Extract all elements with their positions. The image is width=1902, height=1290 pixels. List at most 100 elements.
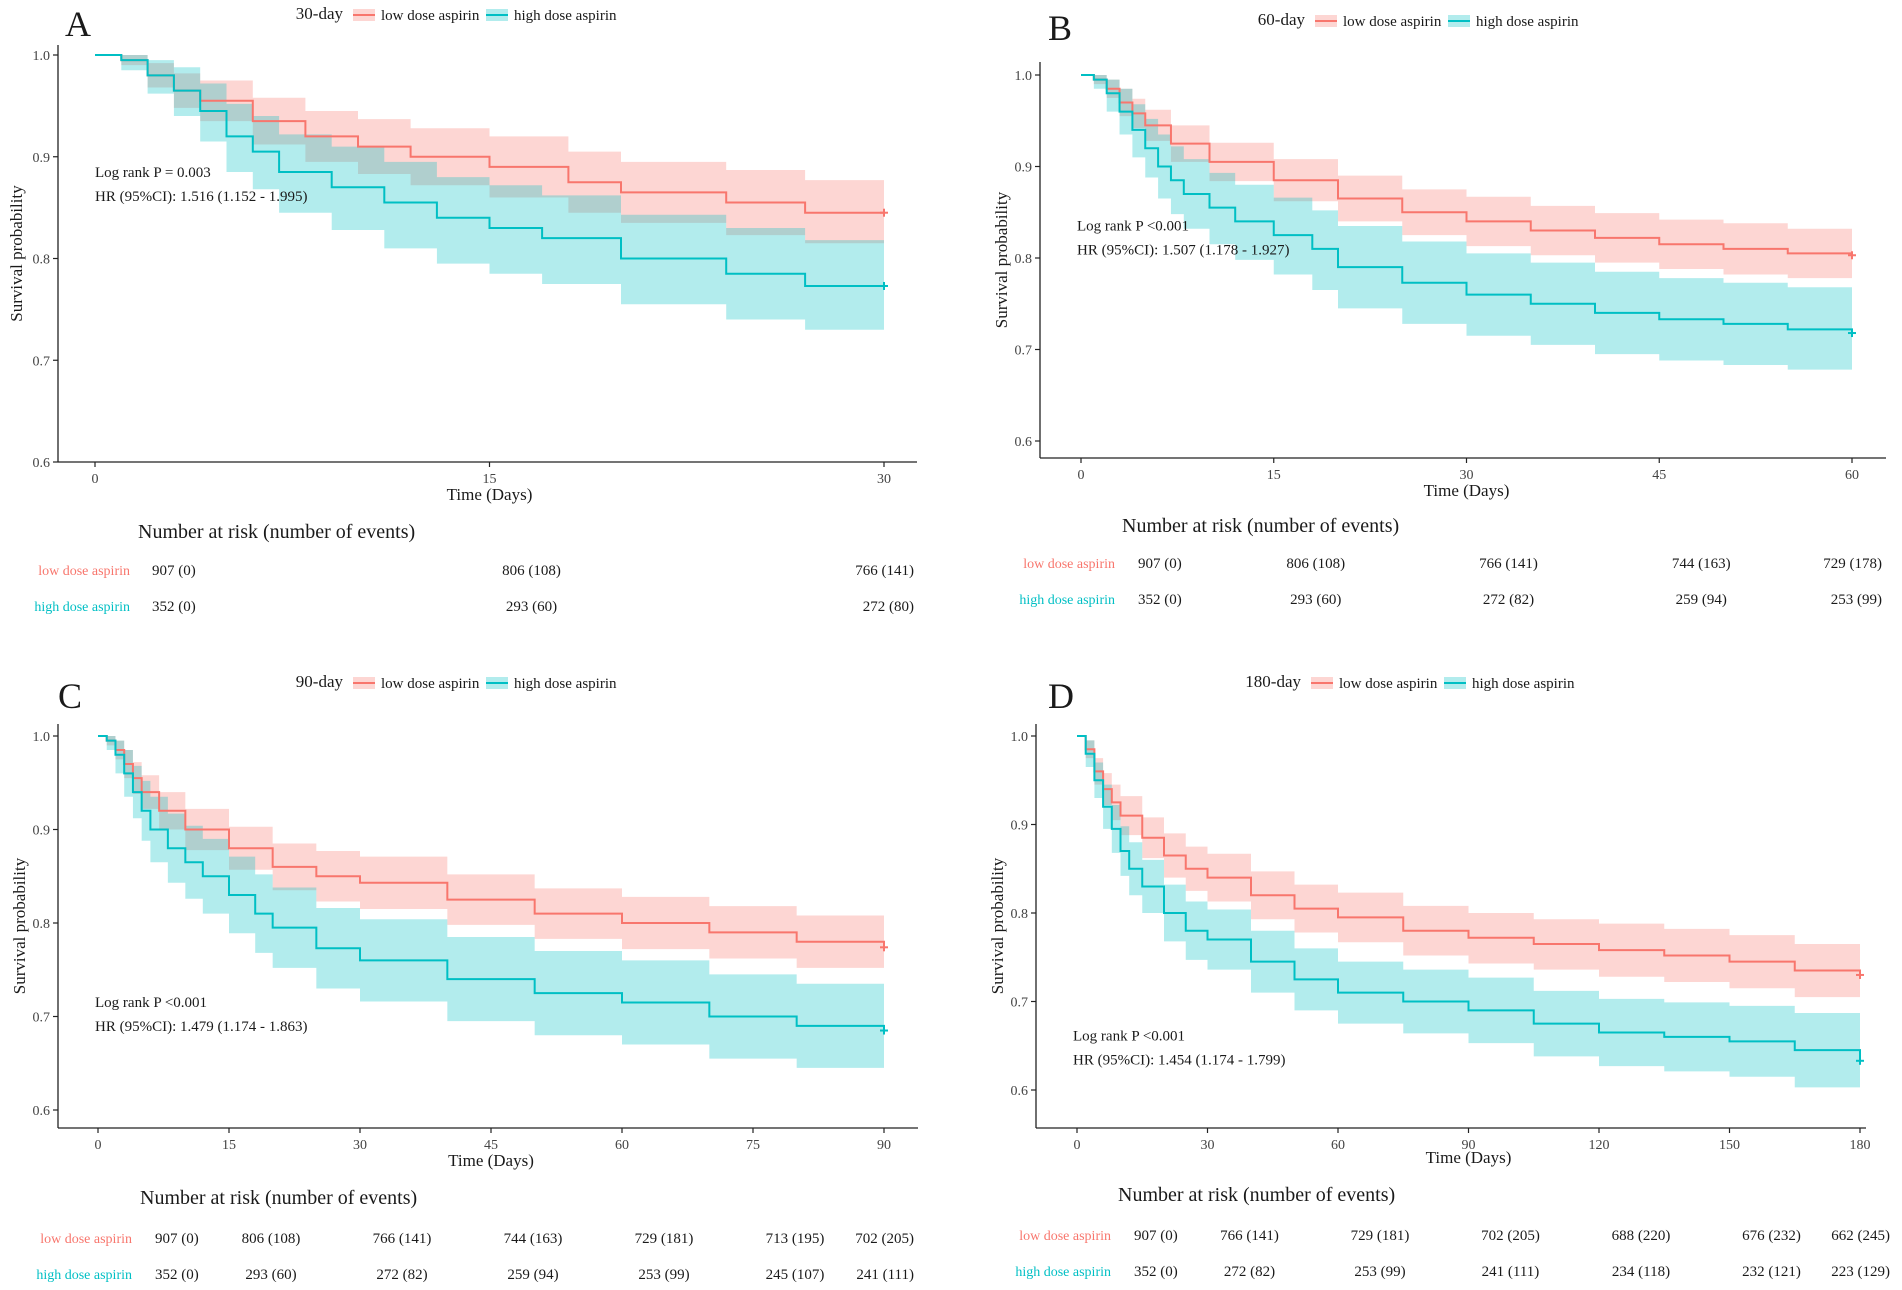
y-tick-label: 0.6	[1011, 1084, 1029, 1099]
risk-cell-high: 259 (94)	[1676, 592, 1727, 608]
hazard-ratio: HR (95%CI): 1.507 (1.178 - 1.927)	[1077, 243, 1289, 259]
risk-row-label-low: low dose aspirin	[38, 564, 130, 579]
low-dose-ci-band	[98, 736, 884, 975]
x-tick-label: 30	[877, 472, 891, 487]
risk-cell-low: 729 (178)	[1823, 556, 1882, 572]
log-rank-p: Log rank P <0.001	[95, 995, 207, 1011]
risk-table-title: Number at risk (number of events)	[138, 521, 415, 543]
y-tick-label: 0.7	[1011, 996, 1029, 1011]
y-axis-label: Survival probability	[10, 857, 29, 994]
risk-row-label-high: high dose aspirin	[1019, 593, 1115, 608]
y-tick-label: 0.9	[1015, 161, 1033, 176]
risk-cell-high: 234 (118)	[1612, 1264, 1670, 1280]
x-tick-label: 120	[1589, 1138, 1610, 1153]
y-tick-label: 0.9	[33, 824, 51, 839]
panel-d: D 180-day low dose aspirin high dose aspiri…	[988, 672, 1890, 1280]
risk-cell-low: 766 (141)	[373, 1231, 432, 1247]
risk-cell-low: 766 (141)	[855, 563, 914, 579]
y-tick-label: 0.9	[33, 151, 51, 166]
risk-row-label-high: high dose aspirin	[1015, 1265, 1111, 1280]
legend-title: 30-day	[296, 4, 344, 23]
hazard-ratio: HR (95%CI): 1.516 (1.152 - 1.995)	[95, 189, 307, 205]
y-tick-label: 0.6	[33, 1104, 51, 1119]
high-dose-survival-curve	[1077, 735, 1861, 1061]
risk-cell-low: 744 (163)	[1672, 556, 1731, 572]
risk-cell-high: 352 (0)	[152, 599, 196, 615]
x-tick-label: 30	[1460, 468, 1474, 483]
legend-high-dose-label: high dose aspirin	[1472, 676, 1575, 692]
risk-cell-high: 352 (0)	[1138, 592, 1182, 608]
x-axis-label: Time (Days)	[1426, 1148, 1512, 1167]
risk-cell-high: 293 (60)	[1290, 592, 1341, 608]
risk-cell-high: 253 (99)	[638, 1267, 689, 1283]
x-tick-label: 15	[222, 1138, 236, 1153]
risk-cell-high: 293 (60)	[506, 599, 557, 615]
risk-cell-low: 766 (141)	[1220, 1228, 1279, 1244]
x-axis-label: Time (Days)	[1424, 481, 1510, 500]
legend-low-dose-label: low dose aspirin	[1339, 676, 1438, 692]
risk-cell-low: 806 (108)	[1286, 556, 1345, 572]
risk-table-title: Number at risk (number of events)	[1118, 1184, 1395, 1206]
risk-cell-low: 907 (0)	[1138, 556, 1182, 572]
log-rank-p: Log rank P = 0.003	[95, 165, 211, 181]
x-tick-label: 75	[746, 1138, 760, 1153]
x-tick-label: 60	[1331, 1138, 1345, 1153]
legend-high-dose-label: high dose aspirin	[514, 8, 617, 24]
y-tick-label: 0.6	[1015, 435, 1033, 450]
risk-cell-high: 253 (99)	[1354, 1264, 1405, 1280]
high-dose-ci-band	[95, 55, 884, 330]
high-dose-ci-band	[1081, 75, 1852, 376]
risk-cell-low: 806 (108)	[502, 563, 561, 579]
hazard-ratio: HR (95%CI): 1.479 (1.174 - 1.863)	[95, 1019, 307, 1035]
y-tick-label: 0.7	[1015, 344, 1033, 359]
risk-row-label-low: low dose aspirin	[40, 1232, 132, 1247]
x-tick-label: 15	[483, 472, 497, 487]
x-tick-label: 0	[95, 1138, 102, 1153]
panel-letter: D	[1048, 676, 1074, 716]
legend-high-dose-label: high dose aspirin	[514, 676, 617, 692]
risk-row-label-high: high dose aspirin	[36, 1268, 132, 1283]
legend-low-dose-label: low dose aspirin	[381, 8, 480, 24]
panel-c: C 90-day low dose aspirin high dose aspirin…	[10, 672, 918, 1283]
risk-cell-high: 272 (82)	[376, 1267, 427, 1283]
legend-title: 90-day	[296, 672, 344, 691]
y-tick-label: 0.8	[33, 917, 51, 932]
risk-cell-low: 702 (205)	[855, 1231, 914, 1247]
x-tick-label: 45	[484, 1138, 498, 1153]
panel-a: A 30-day low dose aspirin high dose aspirin…	[7, 4, 917, 615]
risk-cell-high: 223 (129)	[1831, 1264, 1890, 1280]
risk-cell-low: 676 (232)	[1742, 1228, 1801, 1244]
risk-row-label-low: low dose aspirin	[1023, 557, 1115, 572]
x-tick-label: 30	[353, 1138, 367, 1153]
risk-cell-low: 729 (181)	[1351, 1228, 1410, 1244]
risk-row-label-high: high dose aspirin	[34, 600, 130, 615]
y-tick-label: 1.0	[33, 49, 51, 64]
high-dose-survival-curve	[95, 54, 884, 287]
risk-cell-low: 907 (0)	[155, 1231, 199, 1247]
risk-cell-low: 806 (108)	[242, 1231, 301, 1247]
x-tick-label: 60	[615, 1138, 629, 1153]
risk-cell-low: 907 (0)	[152, 563, 196, 579]
y-tick-label: 1.0	[33, 730, 51, 745]
legend-title: 180-day	[1245, 672, 1301, 691]
risk-cell-low: 907 (0)	[1134, 1228, 1178, 1244]
x-tick-label: 90	[877, 1138, 891, 1153]
y-tick-label: 1.0	[1015, 69, 1033, 84]
risk-cell-high: 293 (60)	[245, 1267, 296, 1283]
x-axis-label: Time (Days)	[448, 1151, 534, 1170]
y-tick-label: 0.9	[1011, 819, 1029, 834]
risk-cell-high: 352 (0)	[155, 1267, 199, 1283]
y-axis-label: Survival probability	[992, 191, 1011, 328]
y-axis-label: Survival probability	[988, 857, 1007, 994]
risk-cell-low: 729 (181)	[635, 1231, 694, 1247]
legend-low-dose-label: low dose aspirin	[1343, 14, 1442, 30]
risk-cell-high: 245 (107)	[766, 1267, 825, 1283]
x-axis-label: Time (Days)	[447, 485, 533, 504]
risk-table-title: Number at risk (number of events)	[1122, 515, 1399, 537]
x-tick-label: 0	[1074, 1138, 1081, 1153]
legend-title: 60-day	[1258, 10, 1306, 29]
risk-cell-low: 702 (205)	[1481, 1228, 1540, 1244]
low-dose-survival-curve	[1077, 735, 1861, 975]
risk-cell-high: 259 (94)	[507, 1267, 558, 1283]
low-dose-ci-band	[1081, 75, 1852, 281]
